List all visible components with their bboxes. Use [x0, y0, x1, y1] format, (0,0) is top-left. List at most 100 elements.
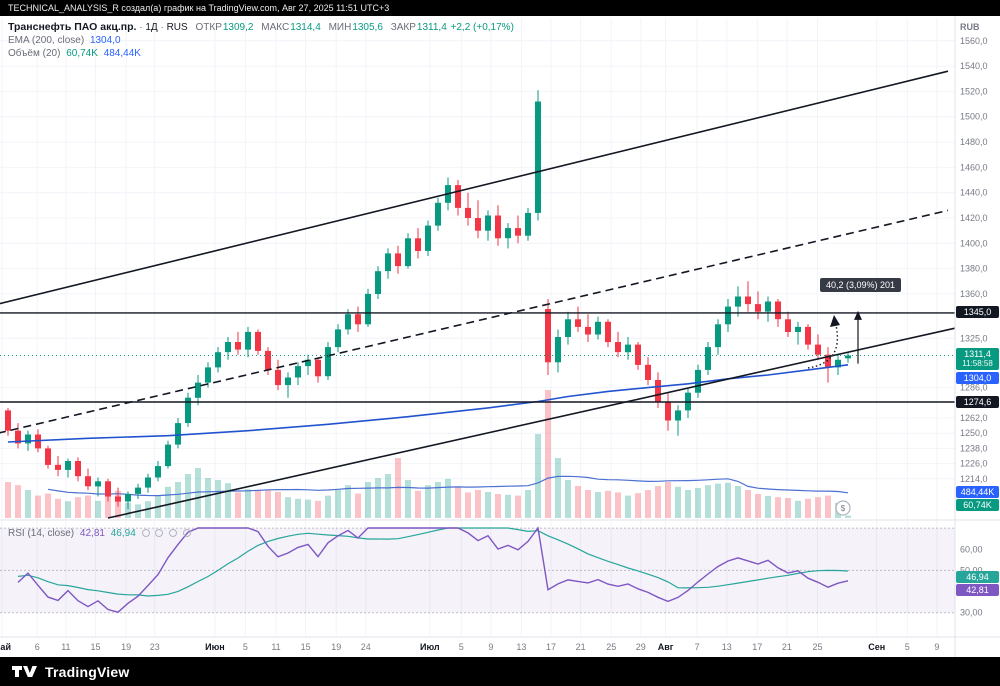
change-value: +2,2 (+0,17%): [450, 22, 514, 33]
volume-tag: 60,74K: [956, 499, 999, 511]
attribution-text: TECHNICAL_ANALYSIS_R создал(а) график на…: [8, 3, 390, 13]
settings-icon[interactable]: [155, 529, 164, 538]
svg-text:9: 9: [488, 642, 493, 652]
attribution-bar: TECHNICAL_ANALYSIS_R создал(а) график на…: [0, 0, 1000, 16]
svg-text:1500,0: 1500,0: [960, 112, 988, 122]
svg-text:1325,0: 1325,0: [960, 333, 988, 343]
rsi-value: 42,81: [79, 528, 105, 539]
svg-text:1214,0: 1214,0: [960, 474, 988, 484]
chart-canvas[interactable]: 1560,0 1540,0 1520,0 1500,0 1480,0 1460,0 1440…: [0, 16, 1000, 657]
main-series-legend[interactable]: Транснефть ПАО акц.пр. · 1Д · RUS ОТКР13…: [8, 21, 514, 60]
svg-text:5: 5: [905, 642, 910, 652]
open-value: 1309,2: [222, 22, 254, 33]
open-label: ОТКР: [195, 22, 222, 33]
footer-bar: TradingView: [0, 657, 1000, 686]
svg-text:24: 24: [361, 642, 371, 652]
svg-text:5: 5: [243, 642, 248, 652]
svg-text:25: 25: [812, 642, 822, 652]
low-value: 1305,6: [352, 22, 383, 33]
svg-text:9: 9: [934, 642, 939, 652]
level-lower-price-tag: 1274,6: [956, 396, 999, 408]
svg-text:23: 23: [150, 642, 160, 652]
close-label: ЗАКР: [390, 22, 416, 33]
high-value: 1314,4: [290, 22, 321, 33]
svg-text:$: $: [841, 504, 846, 513]
svg-text:5: 5: [459, 642, 464, 652]
close-value: 1311,4: [416, 22, 447, 33]
separator-dot: ·: [160, 22, 164, 33]
rsi-legend[interactable]: RSI (14, close) 42,81 46,94: [8, 527, 191, 540]
rsi-tag: 42,81: [956, 584, 999, 596]
svg-text:1262,0: 1262,0: [960, 413, 988, 423]
svg-text:19: 19: [331, 642, 341, 652]
bar-countdown: 11:58:58: [962, 359, 993, 368]
svg-text:1226,0: 1226,0: [960, 459, 988, 469]
svg-text:15: 15: [301, 642, 311, 652]
rsi-legend-row[interactable]: RSI (14, close) 42,81 46,94: [8, 527, 191, 540]
svg-text:1440,0: 1440,0: [960, 188, 988, 198]
ema-price-tag: 1304,0: [956, 372, 999, 384]
symbol-title: Транснефть ПАО акц.пр.: [8, 21, 137, 33]
svg-text:13: 13: [516, 642, 526, 652]
more-options-icon[interactable]: [182, 529, 191, 538]
ema-label: EMA (200, close): [8, 35, 85, 46]
svg-text:29: 29: [636, 642, 646, 652]
volume-ma-tag: 484,44K: [956, 486, 999, 498]
svg-text:13: 13: [722, 642, 732, 652]
last-price-tag: 1311,4 11:58:58: [956, 348, 999, 370]
svg-text:21: 21: [782, 642, 792, 652]
svg-text:11: 11: [61, 642, 70, 652]
svg-text:17: 17: [546, 642, 556, 652]
svg-text:15: 15: [90, 642, 100, 652]
svg-text:1460,0: 1460,0: [960, 162, 988, 172]
svg-text:30,00: 30,00: [960, 608, 983, 618]
svg-text:21: 21: [576, 642, 586, 652]
svg-text:25: 25: [606, 642, 616, 652]
svg-text:6: 6: [35, 642, 40, 652]
symbol-legend-row[interactable]: Транснефть ПАО акц.пр. · 1Д · RUS ОТКР13…: [8, 21, 514, 34]
svg-text:50,00: 50,00: [960, 565, 983, 575]
ema-value: 1304,0: [89, 35, 121, 46]
tradingview-wordmark[interactable]: TradingView: [45, 663, 130, 680]
svg-text:1520,0: 1520,0: [960, 86, 988, 96]
level-upper-price-tag: 1345,0: [956, 306, 999, 318]
volume-legend-row[interactable]: Объём (20) 60,74K 484,44K: [8, 47, 514, 60]
visibility-icon[interactable]: [141, 529, 150, 538]
svg-text:17: 17: [752, 642, 762, 652]
rsi-label: RSI (14, close): [8, 528, 75, 539]
tradingview-logo-icon[interactable]: [12, 664, 38, 679]
svg-text:Июл: Июл: [420, 642, 440, 652]
svg-text:1250,0: 1250,0: [960, 428, 988, 438]
rsi-ma-tag: 46,94: [956, 571, 999, 583]
interval-label: 1Д: [145, 22, 158, 33]
low-label: МИН: [328, 22, 352, 33]
volume-label: Объём (20): [8, 48, 61, 59]
svg-text:RUB: RUB: [960, 22, 980, 32]
svg-text:1238,0: 1238,0: [960, 443, 988, 453]
svg-text:1286,0: 1286,0: [960, 383, 988, 393]
svg-text:19: 19: [121, 642, 131, 652]
high-label: МАКС: [261, 22, 290, 33]
ema-legend-row[interactable]: EMA (200, close) 1304,0: [8, 34, 514, 47]
svg-text:1540,0: 1540,0: [960, 61, 988, 71]
rsi-ma-value: 46,94: [110, 528, 136, 539]
svg-text:60,00: 60,00: [960, 544, 983, 554]
measure-tooltip[interactable]: 40,2 (3,09%) 201: [820, 278, 902, 292]
exchange-label: RUS: [166, 22, 188, 33]
svg-text:1380,0: 1380,0: [960, 264, 988, 274]
svg-text:1560,0: 1560,0: [960, 36, 988, 46]
last-price-value: 1311,4: [964, 349, 991, 359]
svg-text:Авг: Авг: [658, 642, 674, 652]
svg-text:Май: Май: [0, 642, 11, 652]
svg-text:11: 11: [271, 642, 280, 652]
volume-ma-value: 484,44K: [103, 48, 141, 59]
svg-text:7: 7: [695, 642, 700, 652]
volume-value: 60,74K: [66, 48, 98, 59]
svg-text:Сен: Сен: [868, 642, 885, 652]
svg-text:1480,0: 1480,0: [960, 137, 988, 147]
svg-text:Июн: Июн: [205, 642, 225, 652]
svg-text:1360,0: 1360,0: [960, 289, 988, 299]
svg-text:1420,0: 1420,0: [960, 213, 988, 223]
delete-icon[interactable]: [169, 529, 178, 538]
separator-dot: ·: [139, 22, 143, 33]
